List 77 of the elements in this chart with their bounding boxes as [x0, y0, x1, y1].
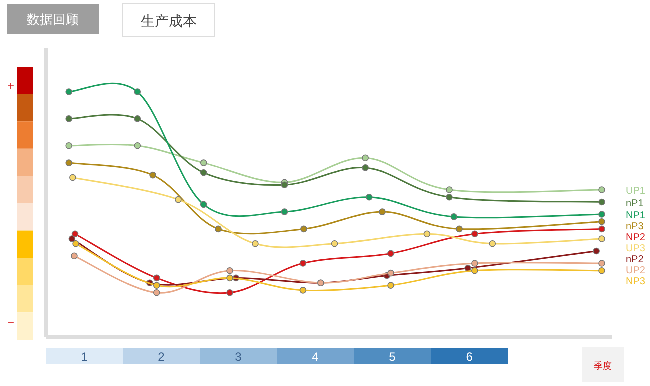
- text: −: [7, 316, 15, 330]
- point: [362, 164, 369, 172]
- point: [226, 267, 234, 274]
- point: [489, 240, 496, 248]
- point: [134, 142, 142, 150]
- x-tick-label: 2: [158, 350, 166, 364]
- point: [281, 208, 288, 216]
- point: [66, 88, 72, 96]
- point: [464, 265, 472, 272]
- text: nP3: [626, 222, 644, 232]
- point: [134, 88, 142, 96]
- point: [252, 240, 259, 248]
- point: [300, 260, 307, 267]
- point: [456, 226, 463, 233]
- point: [366, 194, 373, 201]
- point: [70, 174, 76, 182]
- point: [281, 182, 288, 188]
- point: [153, 290, 160, 296]
- x-tick-label: 6: [466, 350, 474, 364]
- point: [388, 270, 394, 277]
- point: [72, 240, 80, 248]
- text: NP1: [626, 210, 646, 222]
- point: [446, 194, 453, 201]
- point: [446, 186, 453, 194]
- point: [71, 252, 78, 260]
- x-tick-label: 5: [389, 350, 396, 364]
- point: [388, 282, 394, 289]
- point: [72, 230, 79, 238]
- point: [598, 267, 606, 274]
- point: [362, 154, 369, 162]
- point: [472, 230, 478, 238]
- point: [379, 208, 386, 216]
- point: [300, 287, 307, 294]
- point: [215, 226, 222, 233]
- point: [150, 172, 156, 179]
- point: [200, 169, 208, 176]
- point: [134, 116, 142, 122]
- point: [153, 274, 160, 282]
- text: UP3: [626, 244, 646, 254]
- point: [598, 226, 606, 233]
- x-tick-label: 4: [312, 350, 320, 364]
- text: UP1: [626, 186, 646, 197]
- point: [450, 214, 458, 220]
- point: [593, 248, 600, 255]
- point: [226, 290, 234, 296]
- point: [598, 186, 606, 194]
- point: [388, 250, 394, 258]
- text: UP2: [626, 266, 646, 276]
- point: [200, 201, 208, 208]
- point: [331, 240, 338, 248]
- point: [226, 274, 234, 282]
- point: [598, 198, 606, 206]
- point: [153, 282, 160, 289]
- point: [66, 142, 72, 150]
- point: [598, 260, 606, 267]
- text: nP2: [626, 254, 644, 266]
- point: [175, 196, 182, 204]
- chart-subtitle: 数据回顾: [27, 12, 79, 27]
- point: [66, 160, 72, 166]
- x-tick-label: 1: [81, 350, 88, 364]
- point: [68, 236, 76, 242]
- point: [200, 160, 208, 166]
- point: [598, 211, 606, 218]
- text: NP2: [626, 232, 646, 244]
- text: NP3: [626, 276, 646, 288]
- point: [66, 116, 72, 122]
- point: [472, 267, 478, 274]
- point: [300, 226, 308, 233]
- text: +: [7, 79, 15, 93]
- point: [598, 218, 606, 226]
- chart-title: 生产成本: [141, 13, 197, 29]
- x-tick-label: 3: [235, 350, 242, 364]
- x-axis-title: 季度: [594, 361, 612, 371]
- text: nP1: [626, 198, 644, 210]
- point: [472, 260, 478, 267]
- point: [424, 230, 431, 238]
- point: [598, 236, 606, 242]
